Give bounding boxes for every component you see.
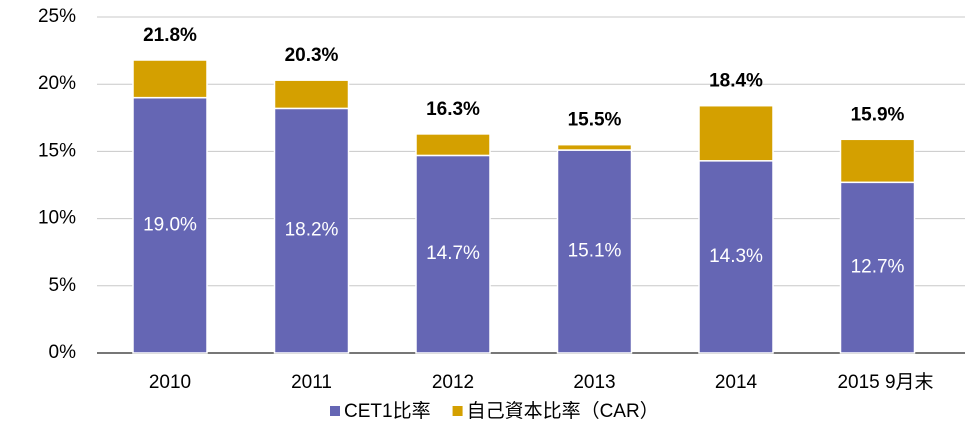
x-tick-label: 2011 — [291, 372, 332, 393]
bar-segment — [556, 143, 633, 151]
bar-segment — [698, 160, 774, 354]
bar-segment — [132, 59, 208, 99]
y-tick-label: 20% — [38, 73, 76, 94]
value-label: 15.1% — [568, 241, 622, 262]
bar-segment — [415, 133, 491, 157]
x-tick-label: 2010 — [149, 372, 191, 393]
legend-label: 自己資本比率（CAR） — [467, 400, 659, 422]
x-tick-label: 2015 9月末 — [837, 371, 933, 393]
total-label: 18.4% — [709, 71, 763, 92]
value-label: 14.7% — [426, 243, 480, 264]
bar-segment — [273, 79, 350, 110]
total-label: 15.9% — [851, 104, 905, 125]
total-label: 20.3% — [285, 45, 339, 66]
bar-segment — [273, 107, 350, 354]
legend-swatch — [330, 406, 340, 416]
bar-segment — [132, 96, 208, 354]
y-tick-label: 10% — [38, 208, 76, 229]
x-tick-label: 2013 — [573, 372, 615, 393]
total-label: 16.3% — [426, 99, 480, 120]
legend-swatch — [452, 406, 463, 416]
y-tick-label: 25% — [38, 6, 76, 27]
bar-segment — [415, 154, 491, 354]
value-label: 12.7% — [851, 257, 905, 278]
bar-segment — [839, 181, 916, 354]
legend-label: CET1比率 — [344, 400, 431, 422]
x-tick-label: 2014 — [715, 372, 758, 393]
bar-segment — [698, 104, 774, 162]
value-label: 14.3% — [709, 246, 763, 267]
y-tick-label: 5% — [49, 275, 77, 296]
total-label: 21.8% — [143, 25, 197, 46]
x-tick-label: 2012 — [432, 372, 474, 393]
y-tick-label: 0% — [49, 342, 77, 363]
value-label: 19.0% — [143, 214, 197, 235]
bar-segment — [839, 138, 916, 184]
y-tick-label: 15% — [38, 140, 76, 161]
value-label: 18.2% — [285, 220, 339, 241]
total-label: 15.5% — [568, 110, 622, 131]
